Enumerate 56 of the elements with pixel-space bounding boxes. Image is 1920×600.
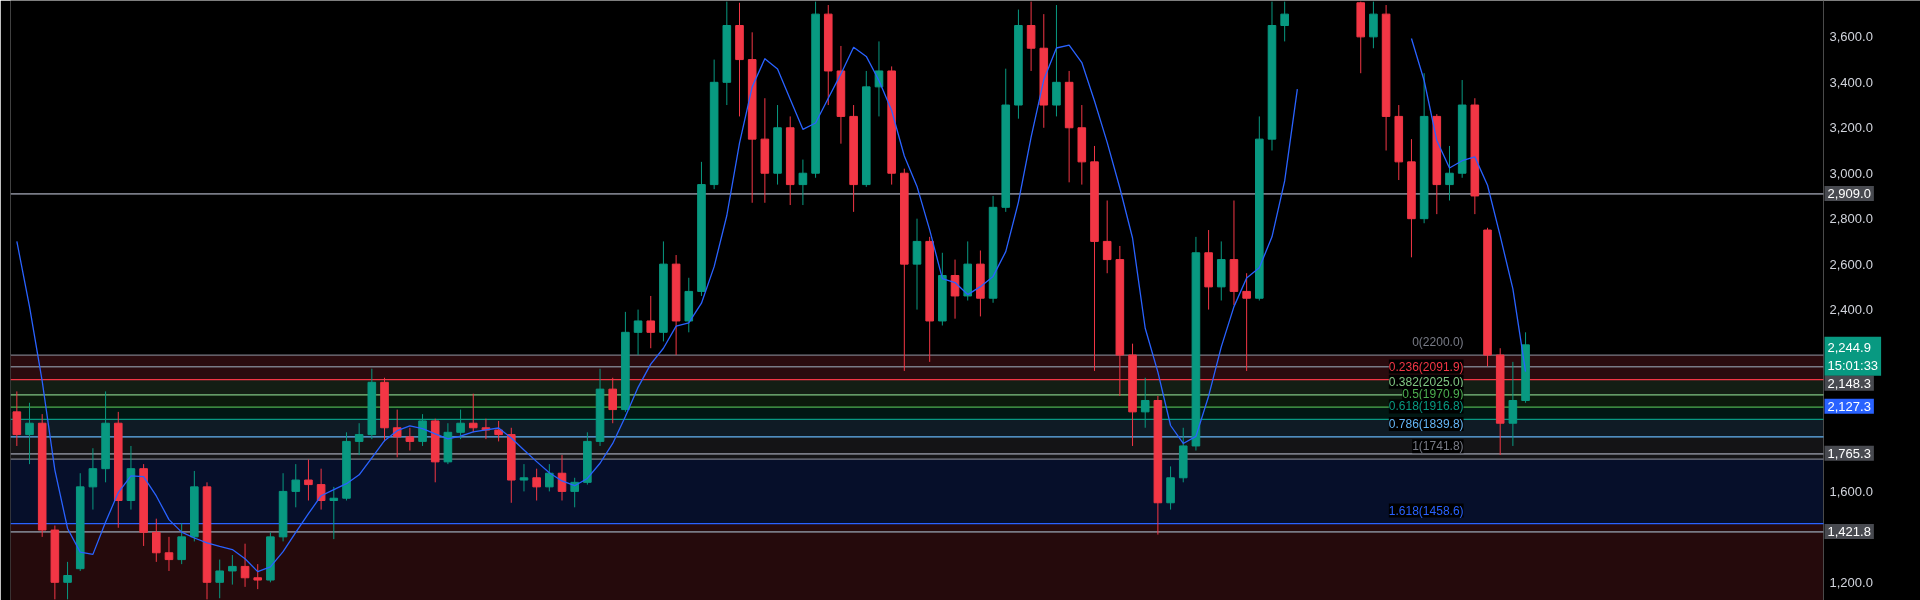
y-tick-label: 3,600.0 xyxy=(1829,29,1873,45)
candlestick xyxy=(1445,145,1454,201)
candlestick xyxy=(519,463,529,492)
y-tick-label: 2,600.0 xyxy=(1829,256,1873,272)
candlestick xyxy=(570,477,579,508)
candlestick xyxy=(468,393,478,433)
y-tick-label: 3,000.0 xyxy=(1829,165,1873,181)
candlestick xyxy=(1026,1,1036,72)
candlestick xyxy=(912,218,922,311)
candlestick xyxy=(63,561,72,600)
candlestick xyxy=(12,390,22,447)
y-tick-label: 2,400.0 xyxy=(1829,302,1873,318)
candlestick xyxy=(1242,272,1251,372)
ref-line-label: 0(2200.0) xyxy=(1412,335,1464,350)
y-tick-label: 2,800.0 xyxy=(1829,211,1873,227)
candlestick xyxy=(240,543,250,588)
y-tick-label: 3,200.0 xyxy=(1829,120,1873,136)
ref-line-label: 0.786(1839.8) xyxy=(1388,416,1464,431)
candlestick xyxy=(152,518,161,563)
candlestick xyxy=(177,522,186,565)
y-tick-label: 1,200.0 xyxy=(1829,574,1873,590)
y-tick-label: 1,600.0 xyxy=(1829,483,1873,499)
candlestick xyxy=(646,295,656,349)
candlestick xyxy=(316,468,326,511)
candlestick xyxy=(633,309,643,356)
text: 2,244.9 15:01:33 xyxy=(1827,339,1879,373)
ref-line-label: 1,765.3 xyxy=(1827,445,1871,461)
ref-line-label: 2,909.0 xyxy=(1827,185,1871,201)
candlestick xyxy=(164,536,174,572)
candlestick xyxy=(88,447,98,511)
y-tick-label: 3,400.0 xyxy=(1829,74,1873,90)
candlestick xyxy=(798,159,808,206)
candlestick xyxy=(329,486,339,540)
candlestick xyxy=(494,420,503,442)
text: 2,127.3 xyxy=(1827,398,1871,414)
candlestick xyxy=(1280,1,1289,42)
ref-line-label: 1.618(1458.6) xyxy=(1388,503,1464,518)
candlestick xyxy=(291,463,301,508)
candlestick xyxy=(1102,200,1112,274)
candlestick xyxy=(1369,1,1378,49)
candlestick xyxy=(215,559,224,599)
candlestick xyxy=(405,427,415,451)
ref-line-label: 0.236(2091.9) xyxy=(1388,359,1464,374)
candlestick xyxy=(253,563,263,590)
ref-line-label: 0.382(2025.0) xyxy=(1388,374,1464,389)
candlestick xyxy=(304,459,313,501)
candlestick xyxy=(1052,4,1061,117)
ref-line-label: 1(1741.8) xyxy=(1412,439,1464,454)
candlestick xyxy=(545,463,554,492)
ref-line-label: 1,421.8 xyxy=(1827,523,1871,539)
ref-line-label: 0.5(1970.9) xyxy=(1402,387,1464,402)
candlestick xyxy=(532,468,541,501)
candlestick xyxy=(354,422,364,456)
candlestick xyxy=(228,554,237,586)
ref-line-label: 0.618(1916.8) xyxy=(1388,399,1464,414)
ref-line-label: 2,148.3 xyxy=(1827,375,1871,391)
